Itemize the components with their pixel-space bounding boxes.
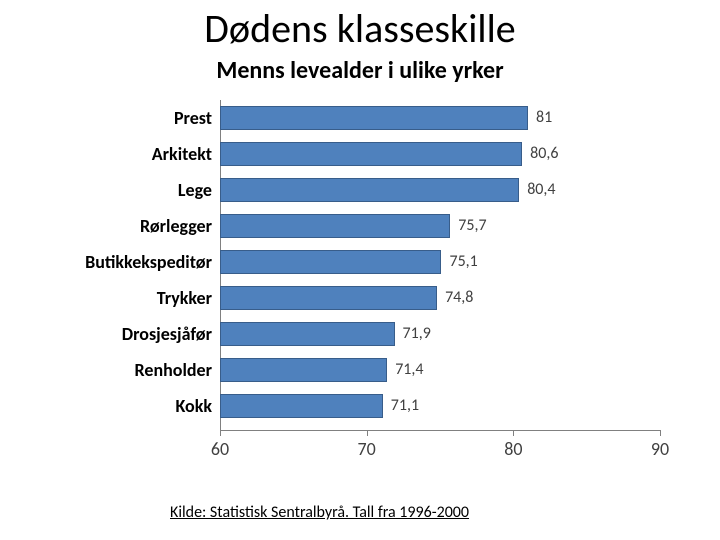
bar <box>220 214 450 238</box>
bar-value-label: 80,6 <box>522 142 558 166</box>
x-tick <box>660 430 661 436</box>
bar-value-label: 71,1 <box>383 394 419 418</box>
bar-value-label: 71,4 <box>387 358 423 382</box>
bar-value-label: 71,9 <box>395 322 431 346</box>
category-label: Butikkekspeditør <box>40 250 212 274</box>
x-tick <box>513 430 514 436</box>
bar <box>220 178 519 202</box>
x-tick-label: 90 <box>651 438 669 460</box>
bar <box>220 106 528 130</box>
category-label: Rørlegger <box>40 214 212 238</box>
x-tick-label: 80 <box>504 438 522 460</box>
bar-value-label: 81 <box>528 106 552 130</box>
chart-title: Menns levealder i ulike yrker <box>0 56 720 85</box>
bar <box>220 322 395 346</box>
chart-area: 60 70 80 90 81 80,6 80,4 75,7 75,1 74,871,9 71,4 71… <box>40 100 680 460</box>
category-label: Kokk <box>40 394 212 418</box>
category-label: Prest <box>40 106 212 130</box>
bar <box>220 286 437 310</box>
bar-value-label: 74,8 <box>437 286 473 310</box>
x-tick-label: 70 <box>358 438 376 460</box>
bar <box>220 358 387 382</box>
slide-title: Dødens klasseskille <box>0 4 720 53</box>
category-label: Renholder <box>40 358 212 382</box>
category-label: Drosjesjåfør <box>40 322 212 346</box>
bar <box>220 394 383 418</box>
source-text: Kilde: Statistisk Sentralbyrå. Tall fra … <box>170 503 469 522</box>
plot-region: 607080908180,680,475,775,174,871,971,471… <box>220 100 660 431</box>
x-tick <box>367 430 368 436</box>
x-tick-label: 60 <box>211 438 229 460</box>
x-tick <box>220 430 221 436</box>
category-label: Lege <box>40 178 212 202</box>
category-label: Arkitekt <box>40 142 212 166</box>
bar-value-label: 75,7 <box>450 214 486 238</box>
bar <box>220 142 522 166</box>
bar <box>220 250 441 274</box>
bar-value-label: 75,1 <box>441 250 477 274</box>
category-label: Trykker <box>40 286 212 310</box>
bar-value-label: 80,4 <box>519 178 555 202</box>
slide: Dødens klasseskille Menns levealder i ul… <box>0 0 720 540</box>
